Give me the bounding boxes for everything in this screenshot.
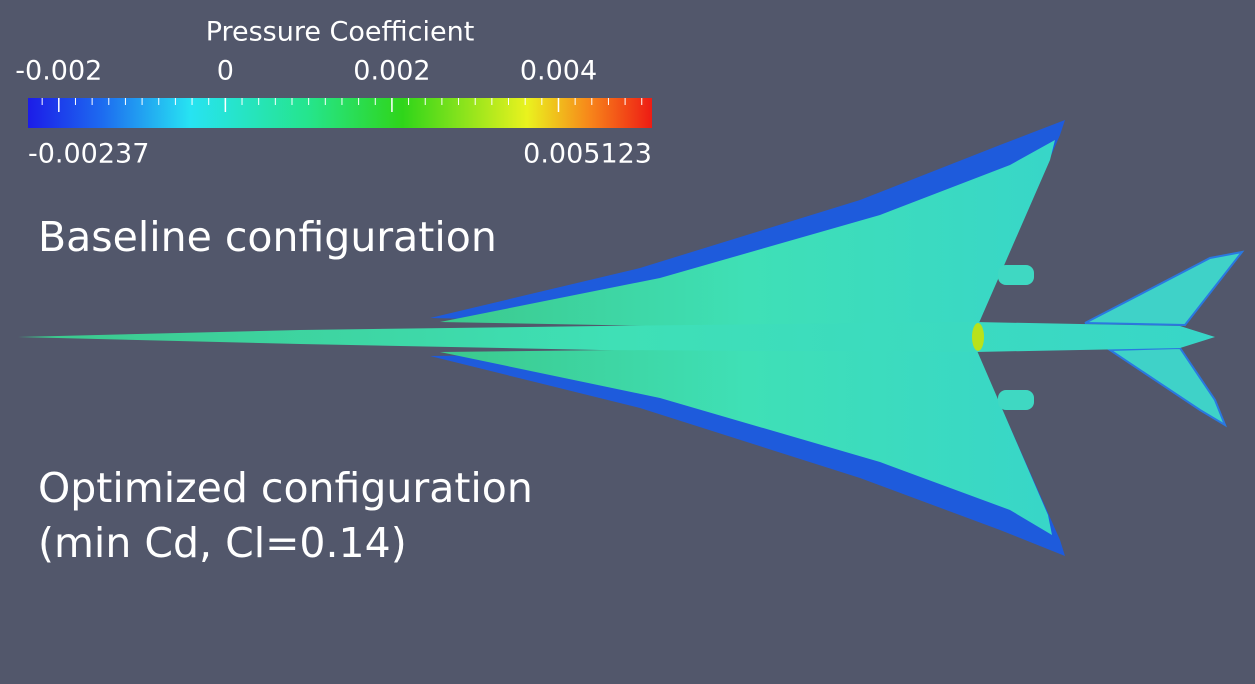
fin-upper — [1085, 252, 1242, 325]
nacelle — [998, 265, 1034, 285]
render-view: Pressure Coefficient -0.00237 0.005123 -0.… — [0, 0, 1255, 684]
colorbar-min-label: -0.00237 — [28, 139, 149, 170]
annotation: (min Cd, Cl=0.14) — [38, 519, 407, 567]
fin-lower — [1110, 348, 1225, 425]
colorbar-title: Pressure Coefficient — [206, 17, 475, 48]
tick-label: -0.002 — [15, 56, 102, 87]
tick-label: 0.002 — [353, 56, 430, 87]
fuselage — [18, 322, 1215, 352]
colorbar-max-label: 0.005123 — [523, 139, 652, 170]
annotation: Optimized configuration — [38, 464, 533, 512]
page: Pressure Coefficient -0.00237 0.005123 -0.… — [0, 0, 1255, 684]
tick-label: 0 — [217, 56, 234, 87]
nacelle — [998, 390, 1034, 410]
tick-label: 0.004 — [520, 56, 597, 87]
annotation: Baseline configuration — [38, 213, 497, 261]
engine-inlet — [972, 323, 984, 351]
